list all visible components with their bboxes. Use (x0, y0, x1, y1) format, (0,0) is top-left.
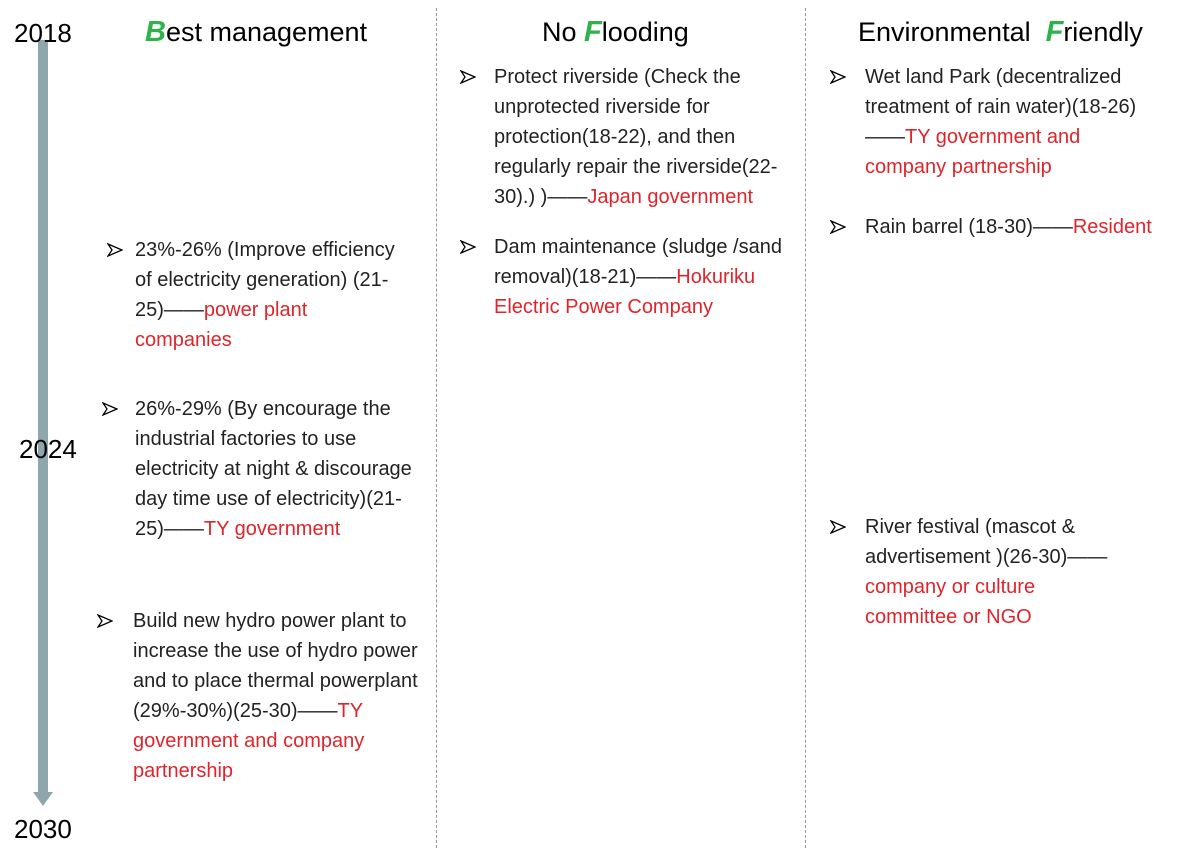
year: 2018 (14, 18, 72, 48)
bullet (830, 70, 846, 84)
item: Dam maintenance (sludge /sand removal)(1… (494, 232, 784, 322)
item-owner: TY government and company partnership (133, 700, 365, 782)
title-rest: est management (165, 17, 368, 47)
item: River festival (mascot & advertisement )… (865, 512, 1120, 632)
item: Rain barrel (18-30)——Resident (865, 212, 1155, 242)
column-title: Environmental Friendly (858, 16, 1143, 49)
bullet (460, 70, 476, 84)
item-text: Protect riverside (Check the unprotected… (494, 66, 778, 208)
item-text: 26%-29% (By encourage the industrial fac… (135, 398, 412, 540)
timeline-head (33, 792, 53, 806)
item-text: 23%-26% (Improve efficiency of electrici… (135, 239, 395, 321)
separator (436, 8, 437, 848)
column-title: No Flooding (542, 16, 689, 49)
item-text: Build new hydro power plant to increase … (133, 610, 418, 722)
separator (805, 8, 806, 848)
title-prefix: Environmental (858, 17, 1046, 47)
item-text: River festival (mascot & advertisement )… (865, 516, 1108, 568)
bullet (460, 240, 476, 254)
column-title: Best management (145, 16, 367, 49)
item-owner: Resident (1072, 216, 1152, 238)
item-text: Wet land Park (decentralized treatment o… (865, 66, 1137, 148)
title-letter: F (584, 16, 602, 48)
item-owner: Japan government (587, 186, 754, 208)
item: Build new hydro power plant to increase … (133, 606, 418, 786)
bullet (830, 220, 846, 234)
bullet (102, 402, 118, 416)
title-rest: looding (601, 17, 689, 47)
title-letter: B (145, 16, 166, 48)
year: 2024 (19, 434, 77, 464)
item-owner: power plant companies (135, 299, 308, 351)
item: 26%-29% (By encourage the industrial fac… (135, 394, 430, 544)
bullet (830, 520, 846, 534)
title-rest: riendly (1063, 17, 1143, 47)
item-text: Dam maintenance (sludge /sand removal)(1… (494, 236, 782, 288)
title-prefix: No (542, 17, 585, 47)
title-letter: F (1045, 16, 1064, 48)
item-owner: TY government and company partnership (865, 126, 1081, 178)
item-text: Rain barrel (18-30)—— (865, 216, 1073, 238)
bullet (107, 243, 123, 257)
bullet (97, 614, 113, 628)
item-owner: Hokuriku Electric Power Company (494, 266, 756, 318)
year: 2030 (14, 814, 72, 844)
timeline-bar (38, 40, 48, 792)
item: 23%-26% (Improve efficiency of electrici… (135, 235, 405, 355)
item-owner: TY government (203, 518, 341, 540)
item: Protect riverside (Check the unprotected… (494, 62, 794, 212)
item-owner: company or culture committee or NGO (865, 576, 1036, 628)
item: Wet land Park (decentralized treatment o… (865, 62, 1155, 182)
